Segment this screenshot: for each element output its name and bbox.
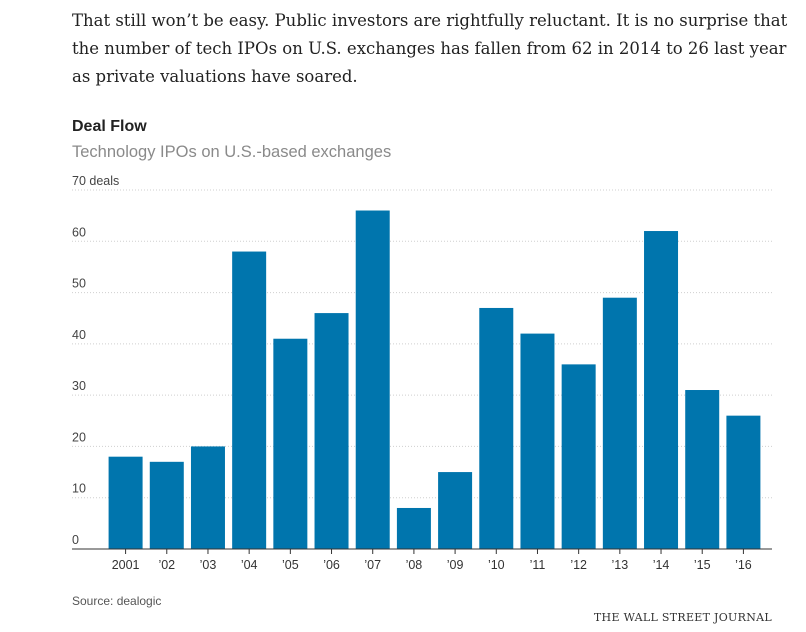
y-tick-label: 10 xyxy=(72,482,86,496)
bar-11 xyxy=(520,333,555,549)
x-tick-label: ’12 xyxy=(570,558,587,572)
y-tick-label: 40 xyxy=(72,328,86,342)
x-tick-label: ’08 xyxy=(406,558,423,572)
bar-04 xyxy=(232,251,267,550)
x-tick-label: ’04 xyxy=(241,558,258,572)
x-tick-label: 2001 xyxy=(112,558,140,572)
bar-07 xyxy=(355,210,390,549)
bar-2001 xyxy=(108,456,143,549)
x-tick-label: ’03 xyxy=(200,558,217,572)
y-tick-label: 70 deals xyxy=(72,174,119,188)
x-tick-label: ’16 xyxy=(735,558,752,572)
bar-05 xyxy=(273,338,308,549)
source-note: Source: dealogic xyxy=(72,594,162,608)
y-tick-label: 30 xyxy=(72,379,86,393)
x-tick-label: ’13 xyxy=(612,558,629,572)
article-paragraph: That still won’t be easy. Public investo… xyxy=(72,11,788,86)
chart-subtitle: Technology IPOs on U.S.-based exchanges xyxy=(72,143,392,161)
x-tick-label: ’10 xyxy=(488,558,505,572)
chart-title: Deal Flow xyxy=(72,118,147,135)
y-tick-label: 0 xyxy=(72,533,79,547)
bar-09 xyxy=(438,472,473,549)
x-tick-label: ’11 xyxy=(530,558,546,572)
bar-12 xyxy=(561,364,596,549)
x-tick-label: ’09 xyxy=(447,558,464,572)
publisher-credit: THE WALL STREET JOURNAL xyxy=(593,611,772,624)
bar-15 xyxy=(685,390,720,549)
x-tick-label: ’14 xyxy=(653,558,670,572)
bar-14 xyxy=(644,231,679,549)
bar-13 xyxy=(602,297,637,549)
bar-02 xyxy=(149,461,184,549)
bar-08 xyxy=(396,507,431,549)
bar-10 xyxy=(479,307,514,549)
y-tick-label: 50 xyxy=(72,277,86,291)
bar-03 xyxy=(190,446,225,549)
y-tick-label: 20 xyxy=(72,430,86,444)
x-tick-label: ’02 xyxy=(158,558,175,572)
x-tick-label: ’06 xyxy=(323,558,340,572)
bar-06 xyxy=(314,313,349,549)
x-tick-label: ’05 xyxy=(282,558,299,572)
x-tick-label: ’07 xyxy=(364,558,381,572)
x-tick-label: ’15 xyxy=(694,558,711,572)
bar-16 xyxy=(726,415,761,549)
y-tick-label: 60 xyxy=(72,225,86,239)
